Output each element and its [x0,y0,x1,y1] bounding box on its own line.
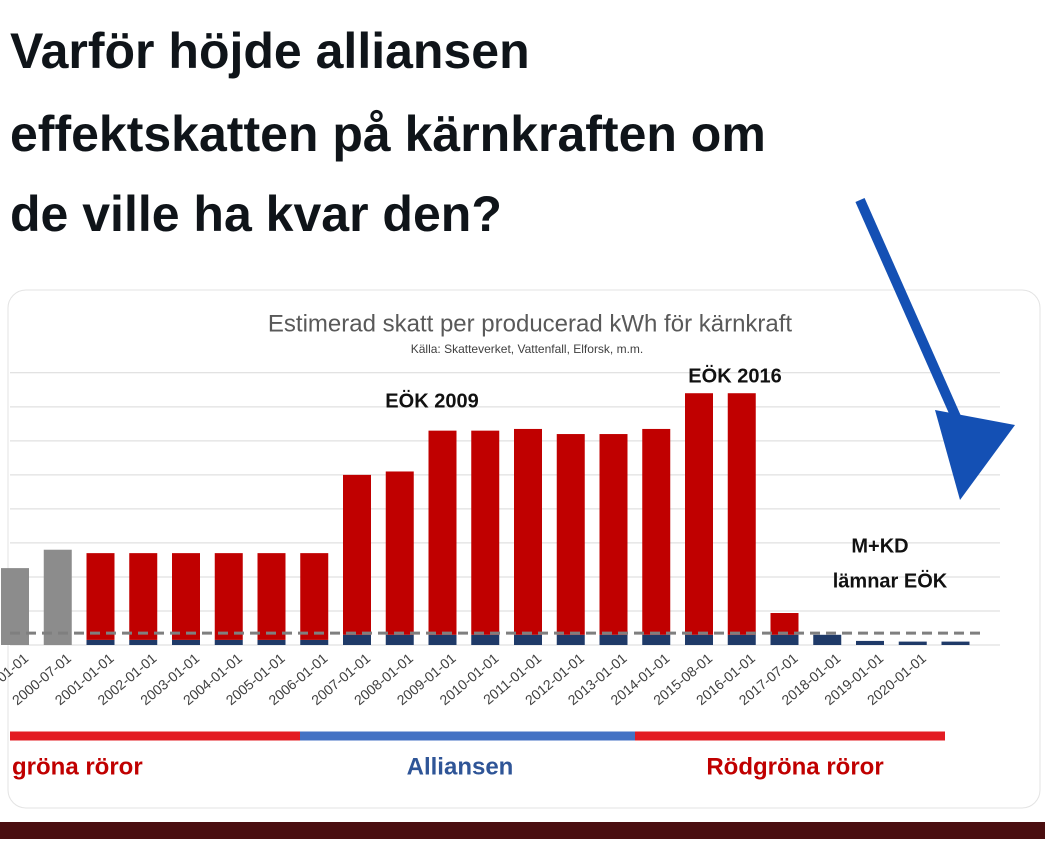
arrow-head [935,410,1015,500]
bar [727,634,756,645]
bar [727,393,756,635]
chart-title: Estimerad skatt per producerad kWh för k… [268,310,793,337]
annotation: lämnar EÖK [833,569,948,592]
bar [129,639,158,645]
bar [214,553,243,640]
chart-subtitle: Källa: Skatteverket, Vattenfall, Elforsk… [411,342,644,356]
bar [599,634,628,645]
bar [941,641,970,645]
bar [642,634,671,645]
bar [898,641,927,645]
bar [300,553,329,640]
bar [599,434,628,635]
bar [385,471,414,635]
period-label: Rödgröna röror [706,753,883,780]
bar [514,634,542,645]
bar [685,393,713,635]
bar [428,634,457,645]
headline-line: effektskatten på kärnkraften om [10,106,766,162]
bar [257,639,286,645]
bar [343,474,371,635]
bar [43,549,72,645]
annotation: EÖK 2016 [688,364,781,387]
bar [214,639,243,645]
bar [471,634,500,645]
bar [813,634,842,645]
bar [385,634,414,645]
bar [770,634,799,645]
bar [471,430,500,635]
period-label: gröna röror [12,753,143,780]
bar [257,553,286,640]
bar [642,428,671,635]
annotation: EÖK 2009 [385,389,478,412]
bar [172,639,200,645]
bar [685,634,713,645]
bar [556,434,585,635]
headline-line: de ville ha kvar den? [10,186,502,242]
bar [172,553,200,640]
bar [514,428,542,635]
bar [770,613,799,635]
bar [343,634,371,645]
annotation: M+KD [851,535,908,557]
bar [428,430,457,635]
period-label: Alliansen [407,753,514,780]
bar [556,634,585,645]
bar [86,639,115,645]
bar [856,640,884,645]
bar [129,553,158,640]
bar [86,553,115,640]
headline-line: Varför höjde alliansen [10,23,530,79]
bar [300,639,329,645]
bottom-bar [0,822,1045,839]
